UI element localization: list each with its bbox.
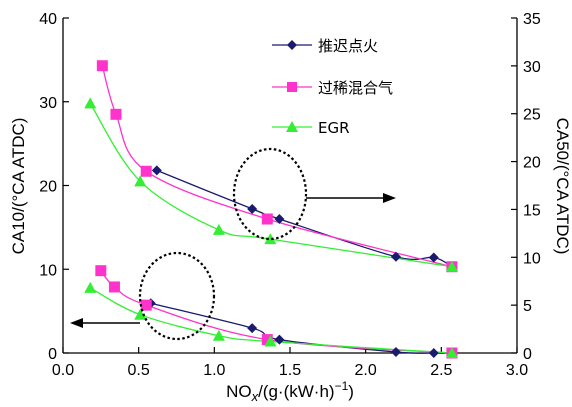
data-point-square xyxy=(108,281,120,293)
ca50-ellipse-annotation xyxy=(70,251,216,341)
data-point-triangle xyxy=(212,223,225,235)
y-right-tick-label: 35 xyxy=(523,11,541,28)
ticks: 0.0 0.5 1.0 1.5 2.0 2.5 3.00102030400510152025… xyxy=(39,11,541,379)
data-point-triangle xyxy=(264,335,277,347)
legend-item-0: 推迟点火 xyxy=(272,37,378,55)
data-point-triangle xyxy=(212,329,225,341)
arrow-left-icon xyxy=(70,318,83,328)
data-point-square xyxy=(140,299,152,311)
data-point-triangle xyxy=(445,347,458,358)
x-axis-title-part: ) xyxy=(348,382,354,401)
x-tick-label: 2.0 xyxy=(355,362,377,379)
data-point-diamond xyxy=(274,334,285,345)
data-point-diamond xyxy=(247,203,258,214)
x-axis-title: NOx/(g·(kW·h)−1) xyxy=(226,379,354,404)
series-line-ca50 xyxy=(150,302,452,354)
data-point-square xyxy=(261,213,273,225)
y-right-tick-label: 30 xyxy=(523,59,541,76)
data-point-square xyxy=(110,108,122,120)
y-right-tick-label: 5 xyxy=(523,298,532,315)
y-right-tick-label: 0 xyxy=(523,346,532,363)
x-axis-title-part: /(g·(kW·h) xyxy=(258,382,334,401)
y-left-tick-label: 40 xyxy=(39,11,57,28)
y-axis-right-title: CA50/(°CA ATDC) xyxy=(553,118,572,255)
y-right-tick-label: 20 xyxy=(523,155,541,172)
y-left-tick-label: 0 xyxy=(48,346,57,363)
data-point-diamond xyxy=(274,214,285,224)
data-point-triangle xyxy=(84,281,97,293)
y-right-tick-label: 10 xyxy=(523,250,541,267)
legend-item-1: 过稀混合气 xyxy=(272,79,393,97)
x-tick-label: 0.0 xyxy=(52,362,74,379)
y-left-tick-label: 20 xyxy=(39,179,57,196)
data-point-diamond xyxy=(428,252,439,263)
data-point-square xyxy=(96,60,108,72)
series-line-ca10 xyxy=(101,65,453,268)
x-axis-title-part: x xyxy=(251,389,259,404)
data-point-diamond xyxy=(390,251,401,262)
x-axis-title-part: −1 xyxy=(335,379,349,393)
x-tick-label: 3.0 xyxy=(506,362,528,379)
series-markers xyxy=(84,60,458,359)
data-point-triangle xyxy=(134,175,147,187)
y-right-tick-label: 15 xyxy=(523,202,541,219)
diamond-marker-icon xyxy=(287,40,297,50)
data-point-diamond xyxy=(247,323,258,334)
square-marker-icon xyxy=(287,82,297,92)
data-point-diamond xyxy=(428,348,439,358)
data-point-triangle xyxy=(264,233,277,245)
legend-item-2: EGR xyxy=(272,119,350,137)
x-tick-label: 1.0 xyxy=(203,362,225,379)
data-point-triangle xyxy=(84,97,97,109)
data-point-diamond xyxy=(390,347,401,358)
legend-label: EGR xyxy=(318,119,350,137)
data-point-diamond xyxy=(151,165,162,176)
data-point-triangle xyxy=(445,260,458,272)
data-point-triangle xyxy=(134,308,147,320)
y-right-tick-label: 25 xyxy=(523,107,541,124)
x-tick-label: 1.5 xyxy=(279,362,301,379)
x-tick-label: 2.5 xyxy=(430,362,452,379)
x-tick-label: 0.5 xyxy=(128,362,150,379)
ca10-ellipse xyxy=(232,147,308,241)
x-axis-title-part: NO xyxy=(226,382,252,401)
data-point-square xyxy=(261,334,273,346)
data-point-square xyxy=(140,165,152,177)
legend-label: 推迟点火 xyxy=(318,37,378,55)
triangle-marker-icon xyxy=(286,121,298,132)
data-point-square xyxy=(95,265,107,277)
y-left-tick-label: 10 xyxy=(39,262,57,279)
y-left-tick-label: 30 xyxy=(39,95,57,112)
series-line-ca50 xyxy=(89,287,452,354)
legend: 推迟点火 过稀混合气 EGR xyxy=(272,37,393,137)
arrow-right-icon xyxy=(383,193,396,203)
legend-label: 过稀混合气 xyxy=(318,79,393,97)
ca50-ellipse xyxy=(138,251,216,341)
y-axis-left-title: CA10/(°CA ATDC) xyxy=(9,118,28,255)
ca10-ellipse-annotation xyxy=(232,147,396,241)
